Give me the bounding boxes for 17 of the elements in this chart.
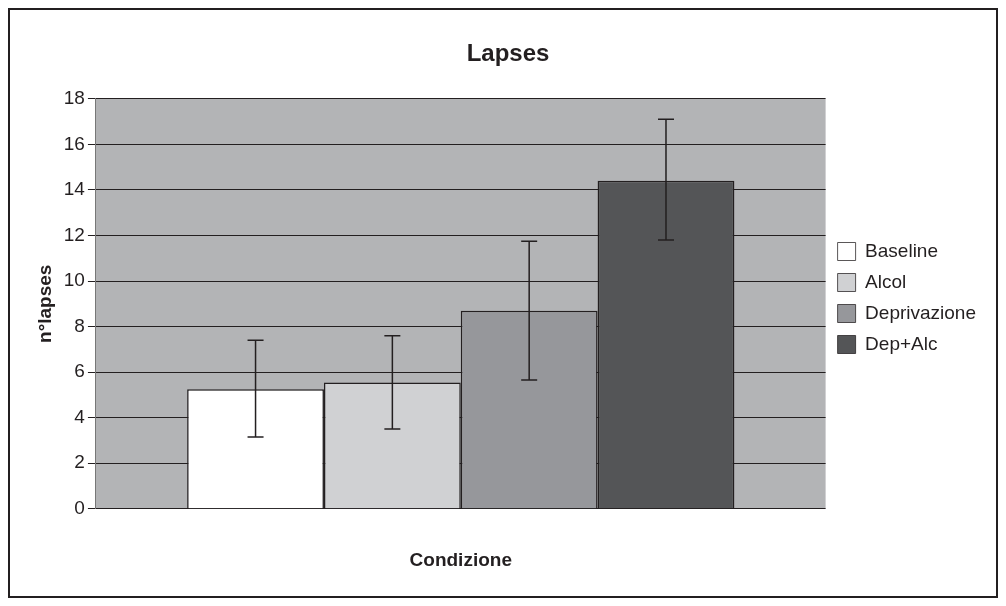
y-tick-label: 10 [63,269,85,291]
y-tick-label: 6 [74,360,85,382]
chart-title: Lapses [466,39,550,67]
y-tick-label: 12 [63,223,85,245]
legend-label: Baseline [865,239,938,261]
y-tick-label: 14 [63,178,86,200]
x-axis-title: Condizione [409,548,512,570]
legend-label: Dep+Alc [865,332,938,354]
y-tick-label: 8 [74,314,85,336]
y-tick-label: 0 [74,497,85,519]
y-tick-label: 2 [74,451,85,473]
y-tick-label: 18 [63,87,85,109]
legend-label: Alcol [865,270,907,292]
y-axis-title: n°lapses [33,264,55,343]
y-tick-label: 4 [74,405,86,427]
y-tick-label: 16 [63,132,85,154]
legend-label: Deprivazione [865,301,977,323]
